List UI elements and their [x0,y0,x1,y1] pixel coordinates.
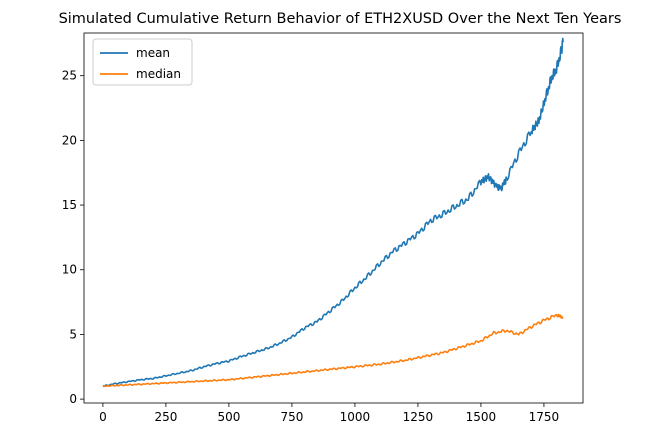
y-tick-label: 0 [69,392,77,406]
x-tick-label: 500 [217,410,240,424]
series-line-mean [102,37,564,387]
legend-label-median: median [136,67,181,81]
legend-label-mean: mean [136,46,170,60]
y-tick-label: 10 [62,263,77,277]
x-tick-label: 1000 [340,410,371,424]
x-tick-label: 250 [154,410,177,424]
x-tick-label: 1500 [466,410,497,424]
axes-frame [83,32,584,404]
y-tick-label: 25 [62,69,77,83]
series-line-median [102,313,564,388]
chart-title: Simulated Cumulative Return Behavior of … [59,11,622,27]
x-tick-label: 1750 [529,410,560,424]
y-tick-label: 5 [69,327,77,341]
y-tick-label: 20 [62,133,77,147]
y-tick-label: 15 [62,198,77,212]
x-tick-label: 750 [280,410,303,424]
legend: mean median [92,38,193,86]
plot-area: 0 250 500 750 1000 1250 1500 1750 0 5 10 15 20 25 [62,32,584,424]
x-tick-label: 0 [99,410,107,424]
x-tick-label: 1250 [403,410,434,424]
